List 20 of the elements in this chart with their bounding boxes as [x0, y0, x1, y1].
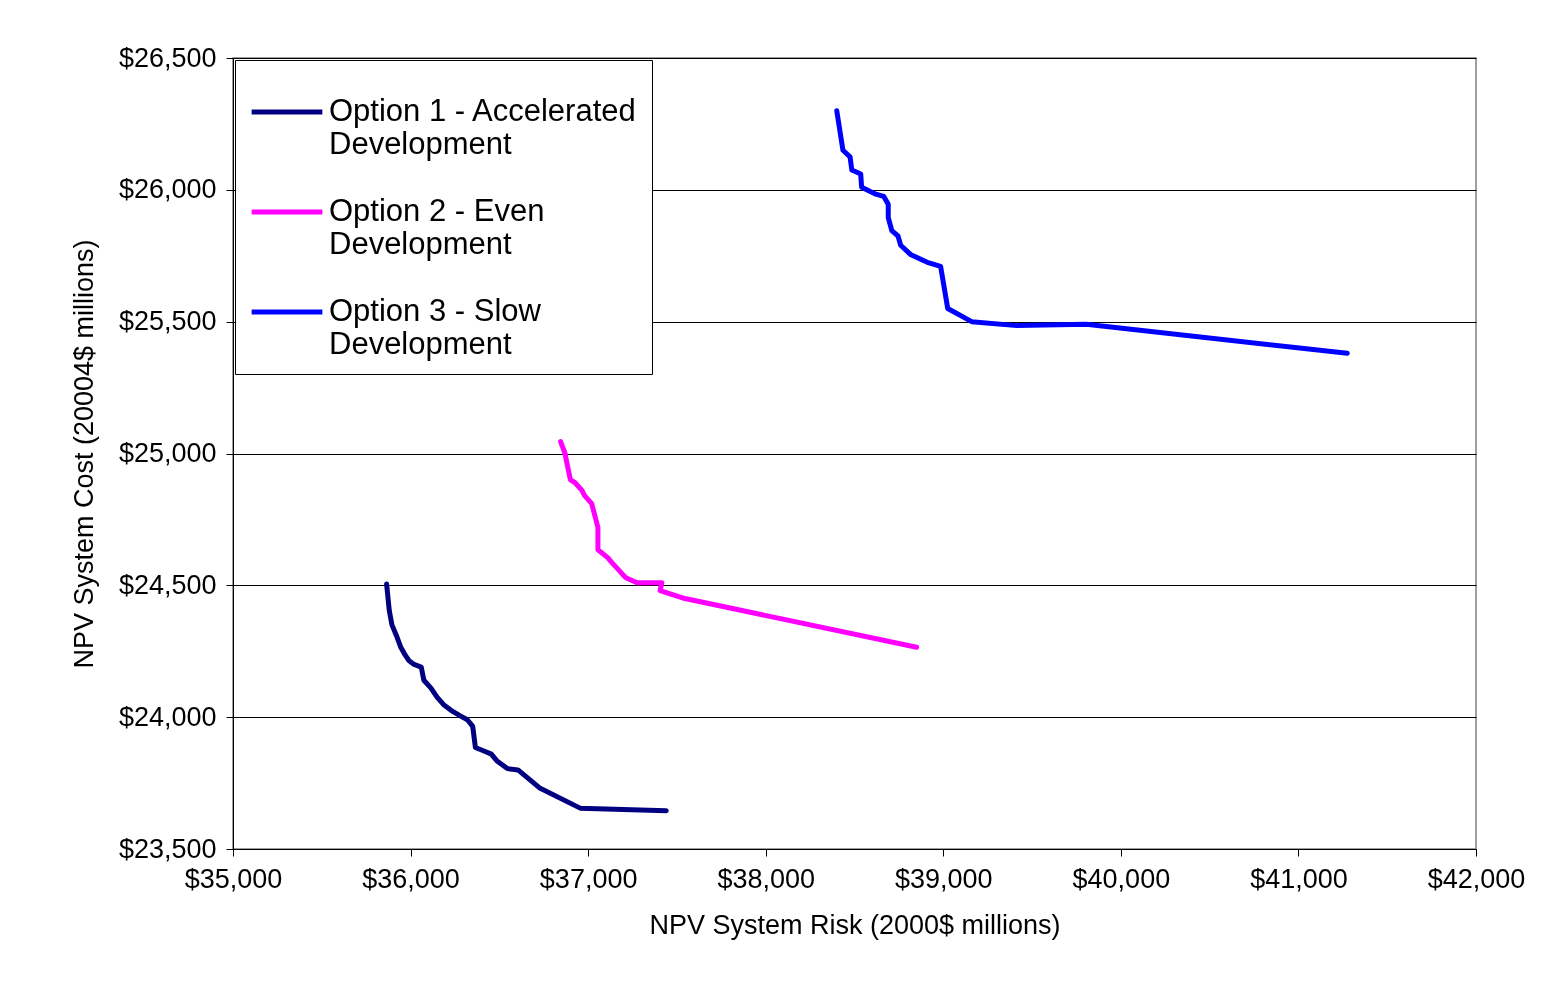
y-tick-label: $25,000 [118, 438, 217, 468]
x-tick-label: $42,000 [1427, 863, 1526, 894]
y-tick-label: $23,500 [118, 833, 217, 864]
x-tick-label: $41,000 [1250, 863, 1348, 894]
y-tick-label: $24,000 [118, 701, 217, 732]
x-tick-label: $38,000 [717, 863, 816, 894]
x-tick-label: $39,000 [894, 863, 993, 894]
x-tick-label: $37,000 [539, 863, 638, 894]
y-axis-title: NPV System Cost (20004$ millions) [68, 239, 99, 669]
x-axis-title: NPV System Risk (2000$ millions) [649, 909, 1061, 940]
y-tick-label: $26,000 [118, 174, 217, 205]
legend-label: Option 2 - Even Development [329, 193, 545, 261]
y-tick-label: $26,500 [118, 42, 217, 73]
x-tick-label: $40,000 [1072, 863, 1171, 894]
legend-label: Option 3 - Slow Development [329, 293, 542, 361]
legend-label: Option 1 - Accelerated Development [329, 93, 636, 161]
y-tick-label: $24,500 [118, 569, 217, 600]
x-tick-label: $35,000 [184, 863, 283, 894]
x-tick-label: $36,000 [362, 863, 460, 894]
y-tick-label: $25,500 [118, 306, 217, 337]
